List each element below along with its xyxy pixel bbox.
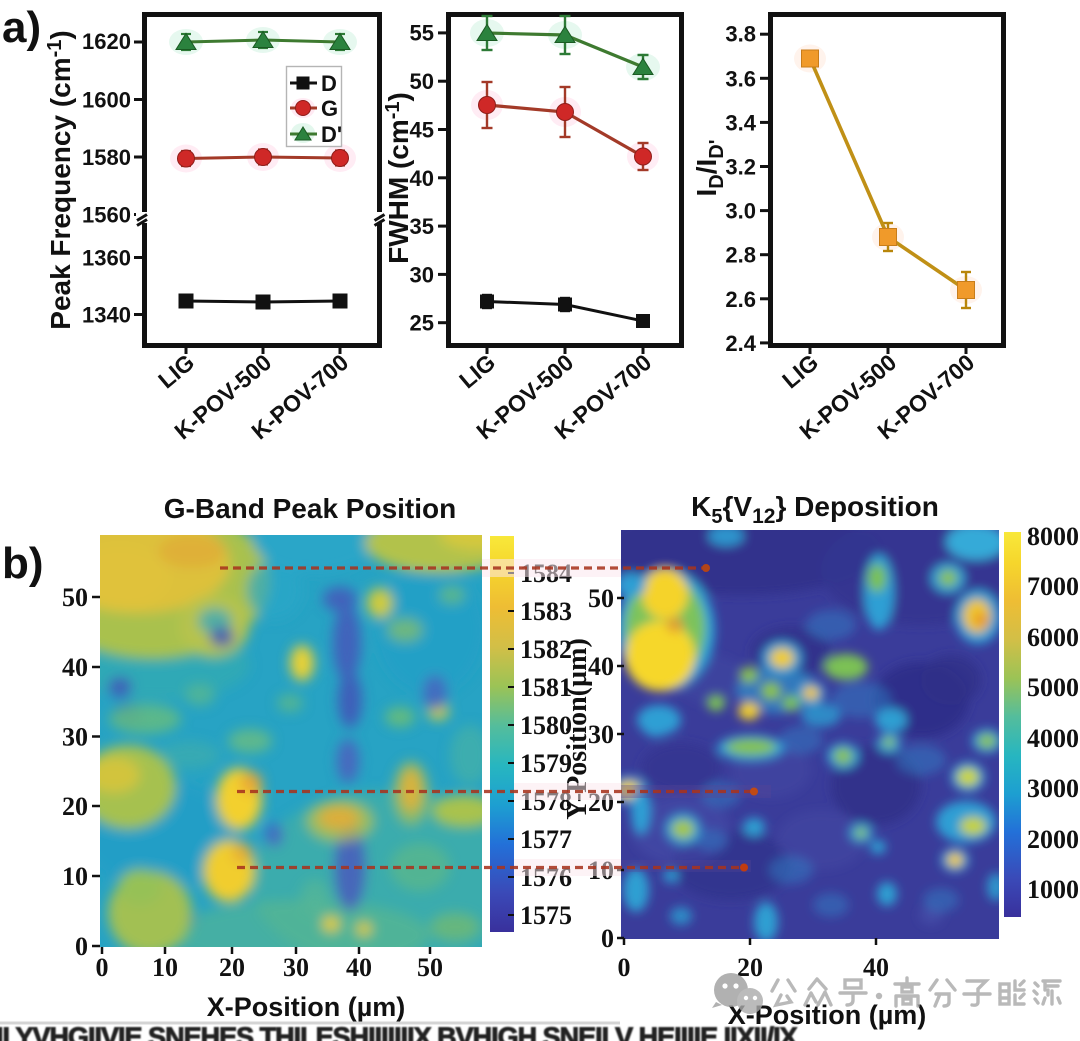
svg-text:10: 10 [152, 953, 178, 982]
svg-text:1577: 1577 [520, 825, 572, 854]
svg-text:40: 40 [588, 652, 614, 681]
svg-text:0: 0 [96, 953, 109, 982]
svg-text:ID/ID': ID/ID' [691, 140, 728, 197]
svg-text:0: 0 [618, 953, 631, 982]
svg-text:30: 30 [588, 720, 614, 749]
svg-text:LIG: LIG [777, 349, 823, 394]
svg-text:LIG: LIG [153, 349, 199, 394]
svg-text:3.2: 3.2 [725, 155, 756, 180]
svg-text:3.0: 3.0 [725, 199, 756, 224]
svg-text:30: 30 [410, 262, 434, 287]
svg-text:10: 10 [62, 862, 88, 891]
svg-text:1360: 1360 [82, 246, 131, 271]
svg-text:K5{V12} Deposition: K5{V12} Deposition [691, 491, 939, 528]
svg-text:G-Band Peak Position: G-Band Peak Position [164, 493, 457, 524]
svg-text:4000: 4000 [1027, 724, 1079, 753]
svg-text:50: 50 [417, 953, 443, 982]
svg-text:3.6: 3.6 [725, 66, 756, 91]
svg-text:3.4: 3.4 [725, 110, 756, 135]
svg-text:D': D' [321, 122, 342, 147]
svg-text:1579: 1579 [520, 749, 572, 778]
svg-text:40: 40 [863, 953, 889, 982]
svg-text:1580: 1580 [82, 145, 131, 170]
svg-text:1581: 1581 [520, 673, 572, 702]
svg-text:1560: 1560 [82, 203, 131, 228]
svg-text:2.8: 2.8 [725, 243, 756, 268]
svg-text:ILYVHGIIVIE SNEHES THILESHIIII: ILYVHGIIVIE SNEHES THILESHIIIIIIIX BVHIG… [0, 1022, 798, 1041]
svg-text:1583: 1583 [520, 597, 572, 626]
svg-text:1340: 1340 [82, 303, 131, 328]
svg-text:0: 0 [601, 924, 614, 953]
svg-text:6000: 6000 [1027, 623, 1079, 652]
svg-text:20: 20 [219, 953, 245, 982]
svg-text:X-Position (µm): X-Position (µm) [207, 992, 406, 1022]
svg-text:50: 50 [588, 584, 614, 613]
svg-text:8000: 8000 [1027, 522, 1079, 551]
svg-text:b): b) [2, 539, 44, 588]
svg-text:1600: 1600 [82, 88, 131, 113]
svg-text:50: 50 [410, 69, 434, 94]
svg-text:Peak Frequency (cm-1): Peak Frequency (cm-1) [44, 30, 76, 329]
svg-text:2000: 2000 [1027, 825, 1079, 854]
svg-text:a): a) [2, 3, 41, 52]
svg-text:40: 40 [62, 653, 88, 682]
svg-text:5000: 5000 [1027, 673, 1079, 702]
svg-text:7000: 7000 [1027, 572, 1079, 601]
svg-text:25: 25 [410, 311, 434, 336]
svg-text:40: 40 [410, 166, 434, 191]
svg-text:G: G [321, 96, 338, 121]
svg-text:35: 35 [410, 214, 434, 239]
svg-text:1582: 1582 [520, 635, 572, 664]
svg-text:1575: 1575 [520, 901, 572, 930]
svg-text:LIG: LIG [454, 349, 500, 394]
svg-text:3.8: 3.8 [725, 22, 756, 47]
svg-text:1000: 1000 [1027, 875, 1079, 904]
svg-text:1620: 1620 [82, 29, 131, 54]
svg-text:20: 20 [62, 792, 88, 821]
svg-text:55: 55 [410, 20, 434, 45]
svg-text:30: 30 [283, 953, 309, 982]
svg-text:3000: 3000 [1027, 774, 1079, 803]
svg-text:50: 50 [62, 583, 88, 612]
svg-text:2.6: 2.6 [725, 287, 756, 312]
svg-text:45: 45 [410, 118, 434, 143]
svg-text:D: D [321, 71, 337, 96]
svg-text:30: 30 [62, 723, 88, 752]
svg-text:1580: 1580 [520, 711, 572, 740]
svg-text:40: 40 [346, 953, 372, 982]
svg-text:FWHM (cm-1): FWHM (cm-1) [382, 92, 414, 264]
svg-text:0: 0 [75, 932, 88, 961]
svg-text:2.4: 2.4 [725, 331, 756, 356]
